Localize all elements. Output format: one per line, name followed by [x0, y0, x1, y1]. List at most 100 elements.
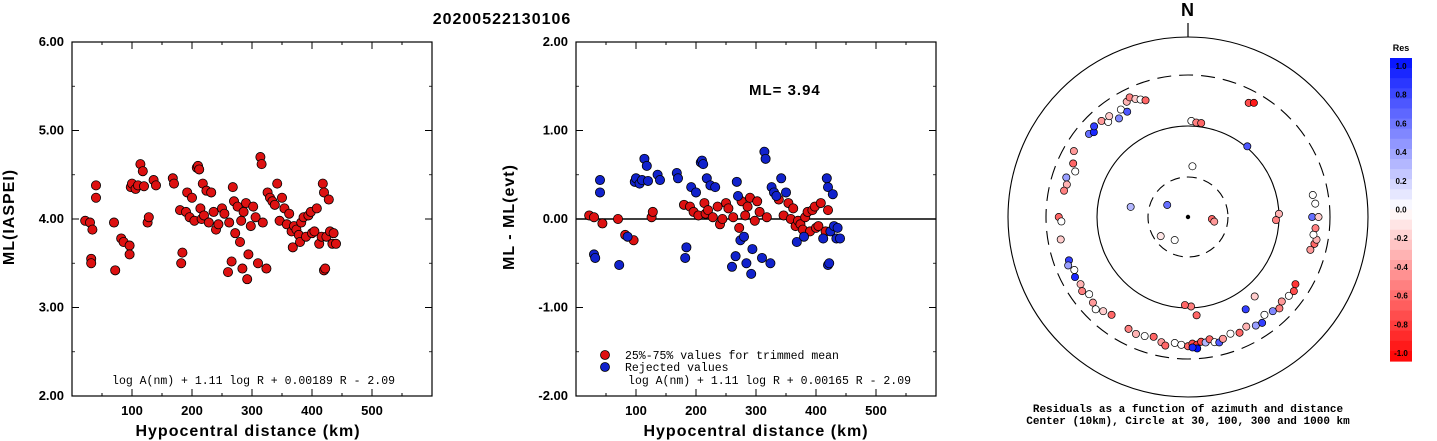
data-point — [320, 263, 331, 274]
station-marker — [1289, 287, 1298, 296]
data-point — [330, 238, 341, 249]
data-point — [252, 258, 263, 269]
data-point — [739, 231, 750, 242]
data-point — [749, 215, 760, 226]
colorbar-tick-label: -0.2 — [1394, 234, 1408, 243]
data-point — [311, 203, 322, 214]
data-point — [823, 205, 834, 216]
data-point — [261, 263, 272, 274]
station-marker — [1091, 305, 1100, 314]
data-point — [655, 175, 666, 186]
data-point — [823, 182, 834, 193]
colorbar-segment — [1390, 199, 1412, 211]
data-point — [276, 192, 287, 203]
colorbar-tick-label: 0.0 — [1395, 206, 1407, 215]
data-point — [208, 206, 219, 217]
data-point — [622, 231, 633, 242]
panel2-ylabel: ML - ML(evt) — [501, 164, 518, 270]
station-marker — [1131, 329, 1140, 338]
data-point — [771, 190, 782, 201]
figure-title: 20200522130106 — [433, 11, 572, 28]
data-point — [712, 201, 723, 212]
data-point — [717, 213, 728, 224]
data-point — [91, 192, 102, 203]
station-marker — [1097, 116, 1106, 125]
station-marker — [1064, 261, 1073, 270]
colorbar-segment — [1390, 159, 1412, 170]
data-point — [740, 210, 751, 221]
station-marker — [1161, 341, 1170, 350]
station-marker — [1243, 142, 1252, 151]
colorbar-segment — [1390, 58, 1412, 69]
data-point — [781, 187, 792, 198]
station-marker — [1180, 301, 1189, 309]
data-point — [614, 260, 625, 271]
data-point — [590, 252, 601, 263]
station-marker — [1260, 310, 1269, 319]
station-marker — [1258, 318, 1267, 327]
data-point — [318, 187, 329, 198]
x-tick-label: 400 — [301, 403, 323, 418]
data-point — [230, 228, 241, 239]
colorbar-tick-label: 0.2 — [1395, 177, 1407, 186]
station-marker — [1085, 290, 1094, 299]
data-point — [641, 160, 652, 171]
data-point — [226, 256, 237, 267]
data-point — [747, 244, 758, 255]
colorbar-segment — [1390, 209, 1412, 221]
station-marker — [1272, 216, 1280, 225]
y-tick-label: -1.00 — [538, 300, 568, 315]
data-point — [243, 249, 254, 260]
north-label: N — [1181, 0, 1195, 20]
data-point — [323, 194, 334, 205]
colorbar-segment — [1390, 128, 1412, 140]
station-marker — [1163, 201, 1172, 209]
data-point — [245, 221, 256, 232]
panel1-xlabel: Hypocentral distance (km) — [135, 423, 360, 440]
x-tick-label: 300 — [241, 403, 263, 418]
station-marker — [1308, 191, 1317, 199]
ml-residual-panel: -2.00 -1.00 0.00 1.00 2.00 100 200 300 400 500 — [538, 34, 937, 418]
station-marker — [1070, 266, 1079, 274]
ring-300km — [1045, 74, 1331, 360]
colorbar-segment — [1390, 138, 1412, 150]
data-point — [643, 175, 654, 186]
colorbar-segment — [1390, 68, 1412, 79]
data-point — [824, 258, 835, 269]
data-point — [256, 159, 267, 170]
station-marker — [1126, 202, 1135, 211]
colorbar-tick-label: -0.4 — [1394, 263, 1408, 272]
data-point — [742, 201, 753, 212]
colorbar-segment — [1390, 249, 1412, 261]
x-tick-label: 100 — [121, 403, 143, 418]
colorbar-segment — [1390, 219, 1412, 231]
data-point — [109, 217, 120, 228]
data-point — [757, 252, 768, 263]
station-marker — [1115, 114, 1123, 123]
data-point — [138, 181, 149, 192]
data-point — [236, 215, 247, 226]
data-point — [222, 267, 233, 278]
station-marker — [1277, 297, 1286, 306]
data-point — [284, 208, 295, 219]
colorbar-segment — [1390, 108, 1412, 120]
map-caption-line1: Residuals as a function of azimuth and d… — [1033, 404, 1344, 416]
data-point — [198, 210, 209, 221]
data-point — [799, 231, 810, 242]
data-point — [597, 218, 608, 229]
colorbar-segment — [1390, 280, 1412, 291]
station-marker — [1107, 310, 1116, 319]
data-point — [257, 217, 268, 228]
y-tick-label: 5.00 — [39, 123, 64, 138]
data-point — [731, 176, 742, 187]
data-point — [821, 173, 832, 184]
colorbar-segment — [1390, 340, 1412, 352]
colorbar-tick-label: 0.8 — [1395, 91, 1407, 100]
station-marker — [1242, 322, 1251, 331]
data-point — [237, 263, 248, 274]
data-point — [176, 258, 187, 269]
map-caption-line2: Center (10km), Circle at 30, 100, 300 an… — [1026, 416, 1350, 428]
colorbar-tick-label: 0.6 — [1395, 119, 1407, 128]
station-marker — [1071, 273, 1079, 282]
station-marker — [1105, 112, 1114, 121]
